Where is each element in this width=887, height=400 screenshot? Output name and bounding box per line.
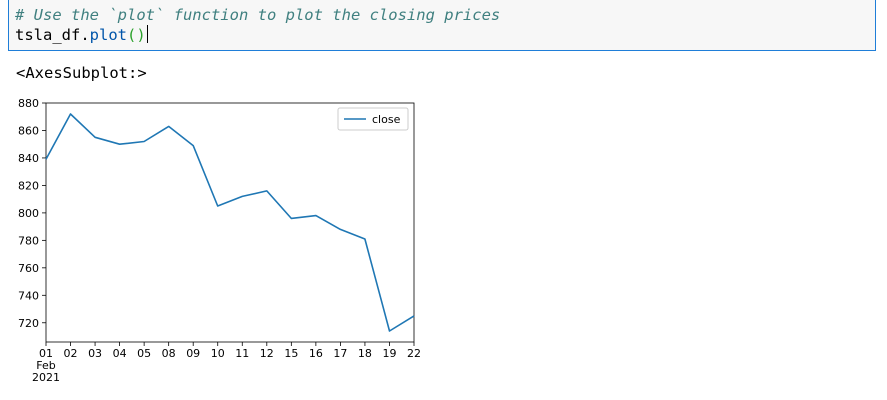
series-line-close [45, 113, 415, 332]
legend-box [337, 107, 409, 131]
text-cursor [146, 25, 148, 43]
code-parens: () [126, 26, 146, 44]
y-tick-label: 840 [18, 152, 39, 165]
legend-label: close [372, 113, 401, 126]
x-tick-label: 12 [260, 347, 274, 360]
code-comment: # Use the `plot` function to plot the cl… [15, 6, 501, 24]
y-tick-label: 880 [18, 97, 39, 110]
x-tick-label: 09 [186, 347, 200, 360]
y-tick-label: 800 [18, 207, 39, 220]
y-tick-label: 760 [18, 262, 39, 275]
x-tick-label: 05 [137, 347, 151, 360]
y-tick-label: 860 [18, 124, 39, 137]
x-tick-label: 16 [309, 347, 323, 360]
x-tick-label: 11 [235, 347, 249, 360]
code-function: plot [89, 26, 127, 44]
x-tick-label: 01 [39, 347, 53, 360]
code-object: tsla_df. [15, 26, 90, 44]
x-tick-label: 19 [382, 347, 396, 360]
output-repr: <AxesSubplot:> [16, 64, 147, 82]
plot-frame [45, 102, 415, 343]
x-tick-label: 15 [284, 347, 298, 360]
y-tick-label: 820 [18, 179, 39, 192]
x-tick-label: 17 [333, 347, 347, 360]
x-tick-label: 10 [211, 347, 225, 360]
x-tick-label: 22 [407, 347, 421, 360]
x-tick-label: 02 [64, 347, 78, 360]
y-tick-label: 740 [18, 289, 39, 302]
code-cell[interactable]: # Use the `plot` function to plot the cl… [8, 0, 876, 51]
x-tick-label: 03 [88, 347, 102, 360]
x-tick-label: 04 [113, 347, 127, 360]
y-tick-label: 720 [18, 317, 39, 330]
y-tick-label: 780 [18, 234, 39, 247]
x-tick-sublabel: 2021 [32, 371, 60, 384]
x-tick-label: 18 [358, 347, 372, 360]
x-tick-label: 08 [162, 347, 176, 360]
code-line[interactable]: tsla_df.plot() [15, 25, 148, 45]
x-tick-sublabel: Feb [36, 359, 55, 372]
